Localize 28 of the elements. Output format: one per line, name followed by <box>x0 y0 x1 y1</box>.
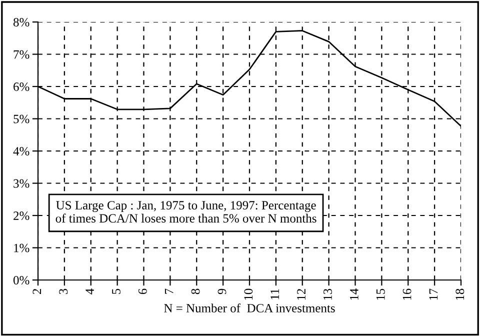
y-tick-label: 4% <box>13 147 30 156</box>
y-tick-label: 6% <box>14 82 30 91</box>
y-tick-label: 0% <box>13 276 30 284</box>
y-tick-label: 2% <box>14 212 30 220</box>
x-tick-label: 10 <box>244 288 253 300</box>
x-tick-label: 8 <box>191 288 200 294</box>
x-tick-label: 17 <box>429 288 438 300</box>
x-tick-label: 2 <box>32 289 42 294</box>
x-tick-label: 15 <box>376 288 385 300</box>
y-tick-label: 8% <box>13 18 30 26</box>
x-tick-label: 16 <box>402 288 412 300</box>
x-tick-label: 6 <box>138 288 147 294</box>
annotation: US Large Cap : Jan, 1975 to June, 1997: Percentage of times DCA/N loses more than 5% over N months <box>56 201 316 223</box>
x-tick-label: 11 <box>270 289 279 300</box>
x-axis-title: N = Number of DCA investments <box>164 303 335 312</box>
x-tick-label: 4 <box>86 288 94 294</box>
y-tick-label: 5% <box>14 114 30 124</box>
x-tick-label: 13 <box>324 288 332 300</box>
y-tick-label: 1% <box>14 244 30 252</box>
y-tick-label: 7% <box>14 50 30 59</box>
y-tick-label: 3% <box>14 179 30 188</box>
x-tick-label: 18 <box>456 288 464 300</box>
x-tick-label: 3 <box>59 288 68 294</box>
x-tick-label: 5 <box>112 288 120 294</box>
x-tick-label: 12 <box>297 289 306 300</box>
x-tick-label: 7 <box>165 288 174 294</box>
x-tick-label: 9 <box>218 288 226 294</box>
x-tick-label: 14 <box>350 288 358 300</box>
